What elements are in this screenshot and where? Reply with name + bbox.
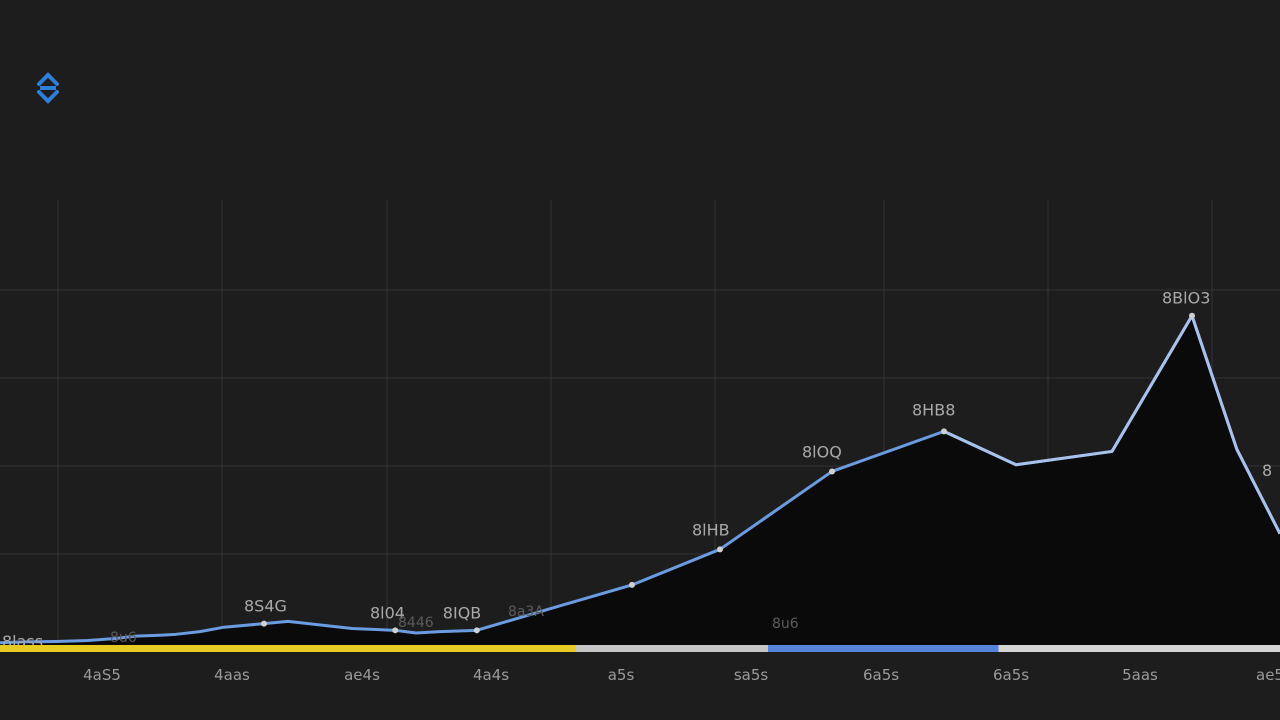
axis-bar-segment — [576, 645, 768, 652]
data-point — [261, 620, 267, 627]
data-point — [829, 468, 835, 475]
data-point — [392, 627, 399, 634]
data-label-edge: 8 — [1262, 461, 1272, 480]
area-fill — [0, 315, 1280, 645]
x-tick-label: a5s — [608, 666, 635, 684]
x-tick-label: ae5 — [1256, 666, 1280, 684]
x-tick-label: 4a4s — [473, 666, 509, 684]
axis-bar-segment — [0, 645, 576, 652]
data-label-faint: 8u6 — [772, 616, 799, 632]
data-label: 8BlO3 — [1162, 289, 1210, 308]
axis-bar-segment — [768, 645, 999, 652]
x-tick-label: 6a5s — [993, 666, 1029, 684]
data-label: 8S4G — [244, 597, 287, 616]
app-logo-icon — [37, 72, 59, 104]
x-tick-label: 4aas — [214, 666, 250, 684]
data-label: 8HB8 — [912, 400, 955, 419]
data-label-faint: 8a3A — [508, 604, 544, 620]
data-label: 8lOQ — [802, 442, 842, 461]
data-label: 8l04 — [370, 604, 405, 623]
series-line-highlight — [943, 314, 1280, 535]
x-tick-label: ae4s — [344, 666, 380, 684]
data-point — [629, 581, 635, 588]
x-tick-label: 4aS5 — [83, 666, 121, 684]
data-label-faint: 8446 — [398, 615, 434, 631]
data-point — [1189, 312, 1195, 319]
x-tick-label: 5aas — [1122, 666, 1158, 684]
data-label-faint: 8u6 — [110, 630, 137, 646]
data-point — [941, 428, 947, 435]
data-point — [473, 627, 480, 634]
axis-bar-segment — [998, 645, 1280, 652]
data-label: 8IQB — [443, 603, 481, 622]
data-point — [717, 546, 723, 553]
x-tick-label: sa5s — [734, 666, 769, 684]
x-tick-label: 6a5s — [863, 666, 899, 684]
data-label: 8lHB — [692, 520, 730, 539]
